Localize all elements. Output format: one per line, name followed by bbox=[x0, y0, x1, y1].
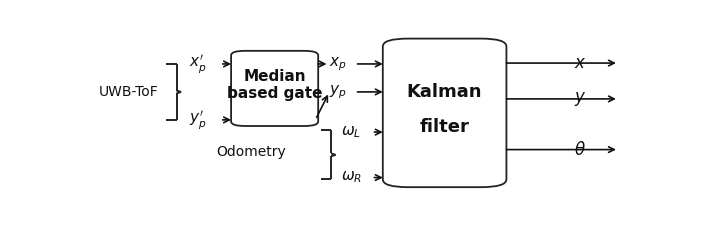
FancyBboxPatch shape bbox=[383, 39, 506, 187]
Text: based gate: based gate bbox=[227, 86, 323, 101]
Text: $x$: $x$ bbox=[573, 54, 587, 72]
Text: $y_p'$: $y_p'$ bbox=[189, 108, 207, 131]
Text: Median: Median bbox=[244, 69, 306, 84]
Text: Odometry: Odometry bbox=[216, 145, 286, 159]
Text: filter: filter bbox=[420, 118, 470, 136]
Text: $x_p$: $x_p$ bbox=[329, 55, 347, 73]
Text: $\omega_R$: $\omega_R$ bbox=[341, 170, 362, 185]
Text: $\omega_L$: $\omega_L$ bbox=[341, 124, 361, 140]
Text: $y$: $y$ bbox=[573, 90, 587, 108]
Text: $y_p$: $y_p$ bbox=[329, 83, 347, 101]
Text: UWB-ToF: UWB-ToF bbox=[99, 85, 159, 99]
Text: $x_p'$: $x_p'$ bbox=[189, 52, 207, 75]
Text: $\theta$: $\theta$ bbox=[573, 141, 586, 159]
Text: Kalman: Kalman bbox=[407, 83, 482, 101]
FancyBboxPatch shape bbox=[231, 51, 318, 126]
